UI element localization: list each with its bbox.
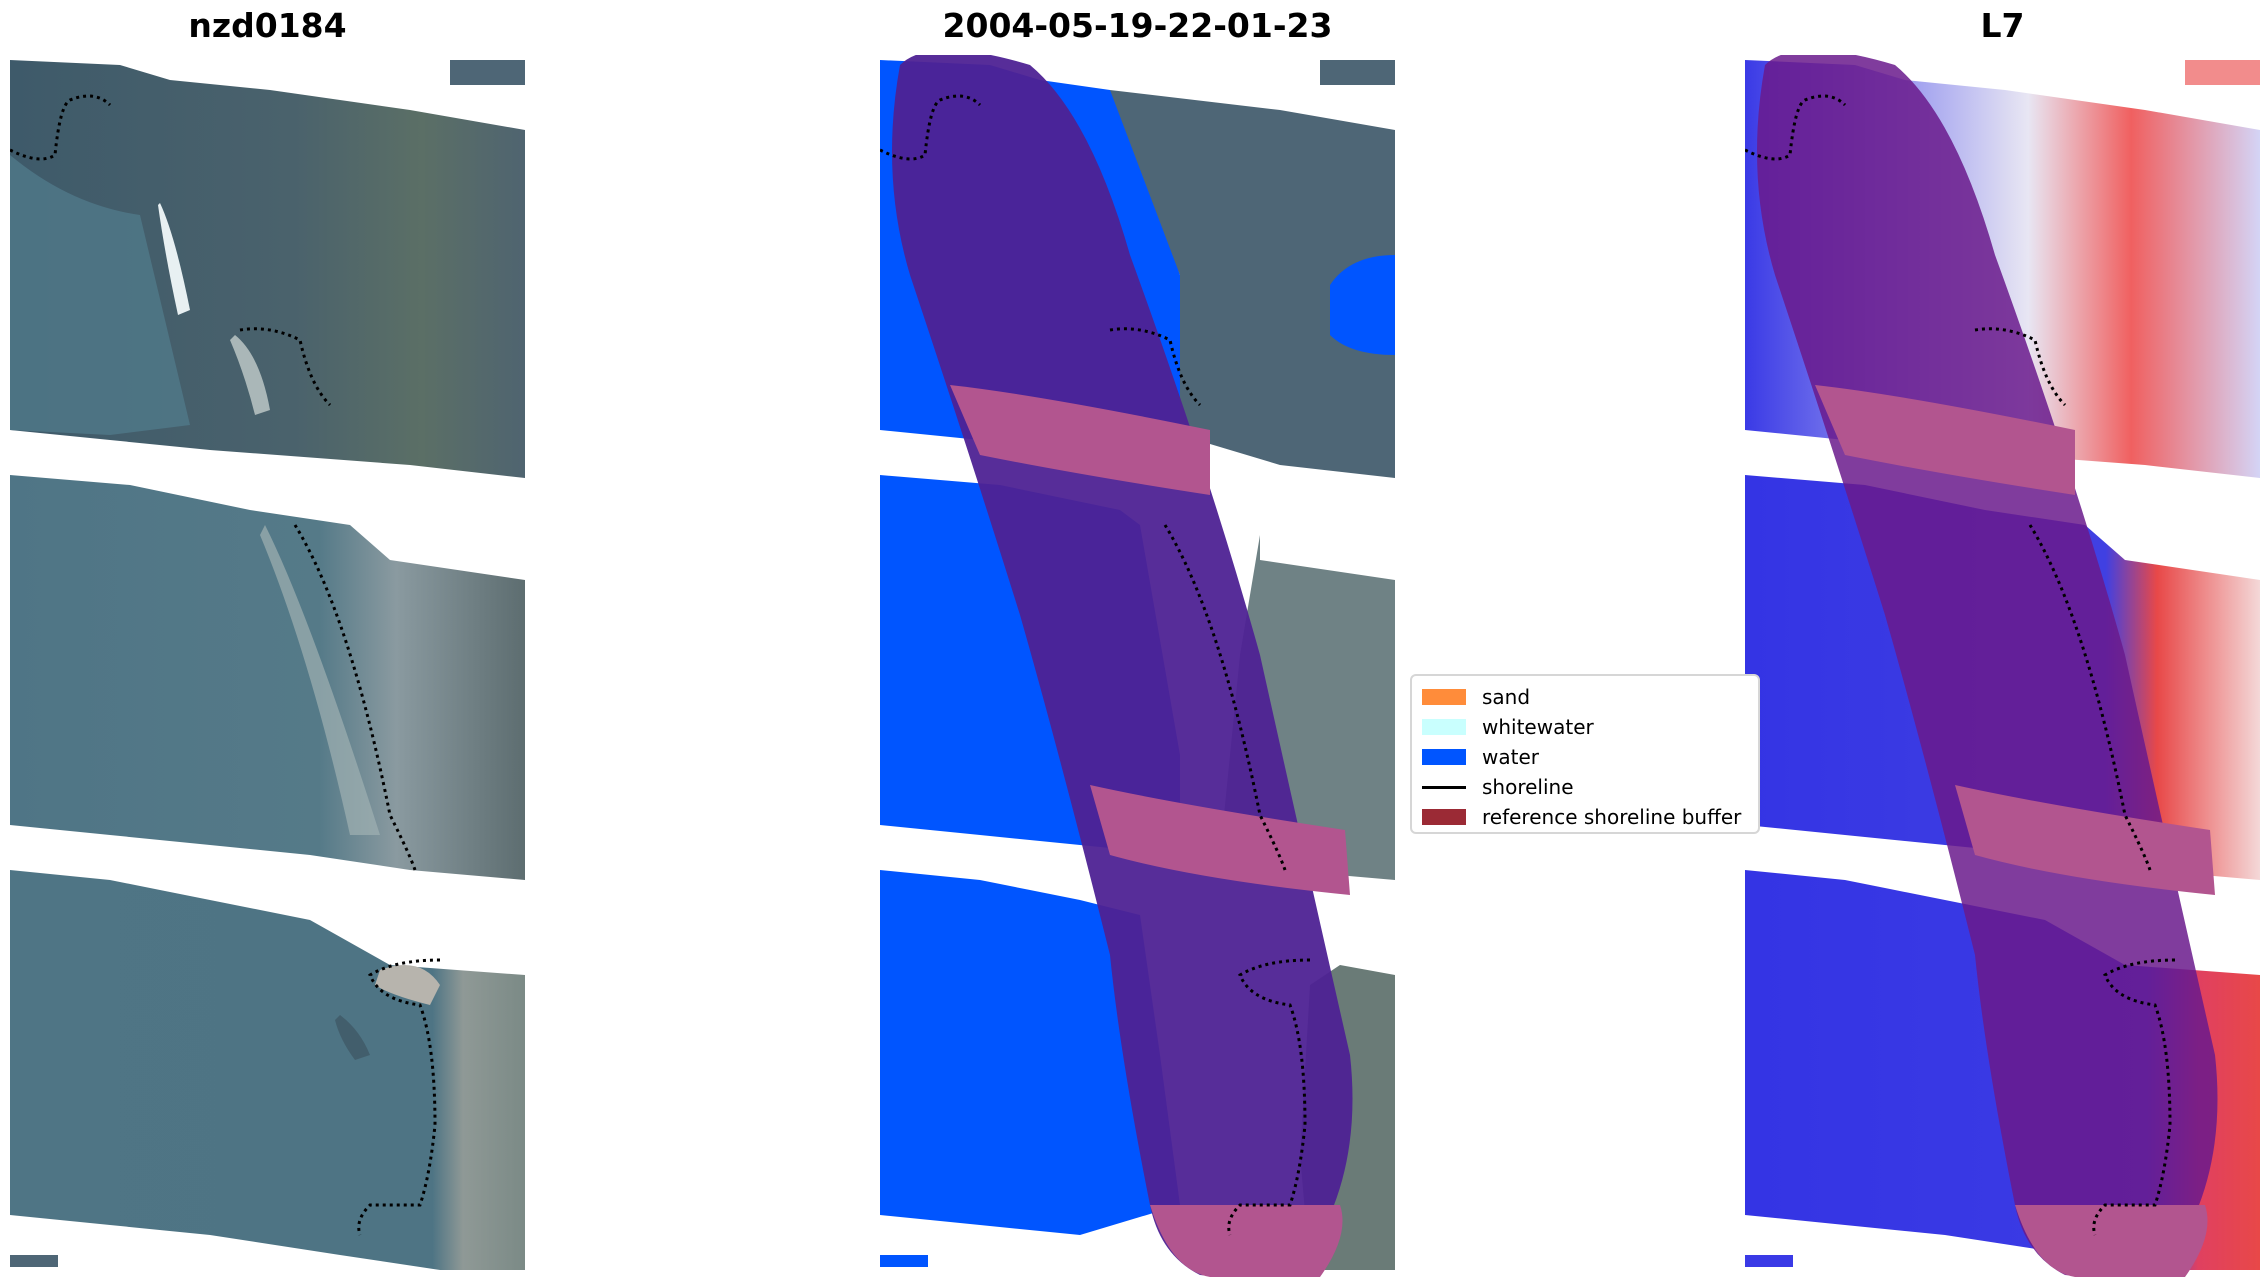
shoreline-dotted bbox=[880, 94, 1311, 1236]
water-index-image bbox=[1745, 55, 2260, 1277]
legend-label: reference shoreline buffer bbox=[1482, 805, 1742, 829]
classified-image-panel bbox=[880, 55, 1395, 1277]
image-strip-top bbox=[10, 60, 525, 478]
legend-item-sand: sand bbox=[1422, 682, 1748, 712]
legend-label: sand bbox=[1482, 685, 1531, 709]
legend-item-whitewater: whitewater bbox=[1422, 712, 1748, 742]
legend: sand whitewater water shoreline referenc… bbox=[1410, 674, 1760, 834]
legend-label: whitewater bbox=[1482, 715, 1594, 739]
buffer-swatch-icon bbox=[1422, 809, 1466, 825]
image-strip-bottom bbox=[10, 870, 525, 1270]
legend-label: shoreline bbox=[1482, 775, 1574, 799]
classified-image bbox=[880, 55, 1395, 1277]
reference-shoreline-buffer bbox=[1757, 55, 2218, 1277]
panel-title-image-id: nzd0184 bbox=[188, 6, 347, 45]
shoreline-line-icon bbox=[1422, 785, 1466, 789]
rgb-image-panel bbox=[10, 55, 525, 1277]
whitewater-swatch-icon bbox=[1422, 719, 1466, 735]
rgb-image bbox=[10, 60, 525, 1270]
shoreline-dotted bbox=[1745, 94, 2176, 1236]
legend-label: water bbox=[1482, 745, 1539, 769]
panel-title-date: 2004-05-19-22-01-23 bbox=[942, 6, 1333, 45]
water-index-panel bbox=[1745, 55, 2260, 1277]
whitecap bbox=[158, 203, 190, 315]
panel-title-satellite: L7 bbox=[1980, 6, 2025, 45]
water-swatch-icon bbox=[1422, 749, 1466, 765]
legend-item-water: water bbox=[1422, 742, 1748, 772]
shoreline-dotted bbox=[10, 94, 441, 1236]
sand-swatch-icon bbox=[1422, 689, 1466, 705]
legend-item-shoreline: shoreline bbox=[1422, 772, 1748, 802]
image-strip-middle bbox=[10, 475, 525, 880]
legend-item-buffer: reference shoreline buffer bbox=[1422, 802, 1748, 832]
